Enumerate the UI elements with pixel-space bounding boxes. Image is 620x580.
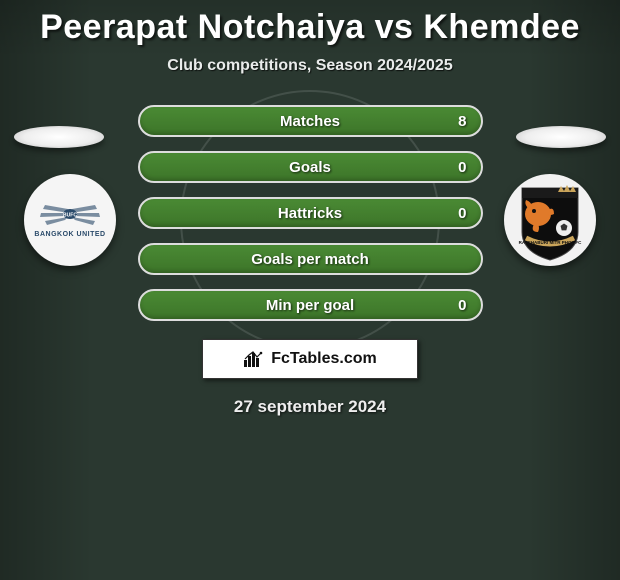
bars-icon (243, 350, 265, 368)
stat-value-right: 8 (458, 113, 466, 130)
stat-label: Matches (280, 113, 340, 130)
page-title: Peerapat Notchaiya vs Khemdee (0, 0, 620, 47)
stat-rows: Matches 8 Goals 0 Hattricks 0 Goals per … (138, 105, 483, 321)
stat-row-goals-per-match: Goals per match (138, 243, 483, 275)
stat-value-right: 0 (458, 297, 466, 314)
stat-row-min-per-goal: Min per goal 0 (138, 289, 483, 321)
stat-label: Min per goal (266, 297, 354, 314)
stat-row-hattricks: Hattricks 0 (138, 197, 483, 229)
stat-value-right: 0 (458, 205, 466, 222)
brand-text: FcTables.com (271, 350, 377, 368)
player-marker-right (516, 126, 606, 148)
player-marker-left (14, 126, 104, 148)
page-subtitle: Club competitions, Season 2024/2025 (0, 57, 620, 75)
stat-label: Hattricks (278, 205, 342, 222)
stat-row-matches: Matches 8 (138, 105, 483, 137)
club-left-name: BANGKOK UNITED (34, 231, 106, 238)
bufc-logo: BUFC BANGKOK UNITED (34, 203, 106, 238)
club-badge-right: RATCHABURI MITR PHOL FC (504, 174, 596, 266)
date-text: 27 september 2024 (0, 397, 620, 417)
brand-box: FcTables.com (202, 339, 418, 379)
stat-value-right: 0 (458, 159, 466, 176)
svg-text:BUFC: BUFC (63, 212, 77, 218)
stat-label: Goals per match (251, 251, 369, 268)
stat-row-goals: Goals 0 (138, 151, 483, 183)
svg-text:RATCHABURI MITR PHOL FC: RATCHABURI MITR PHOL FC (519, 240, 583, 245)
club-badge-left: BUFC BANGKOK UNITED (24, 174, 116, 266)
stat-label: Goals (289, 159, 331, 176)
wings-icon: BUFC (34, 203, 106, 229)
